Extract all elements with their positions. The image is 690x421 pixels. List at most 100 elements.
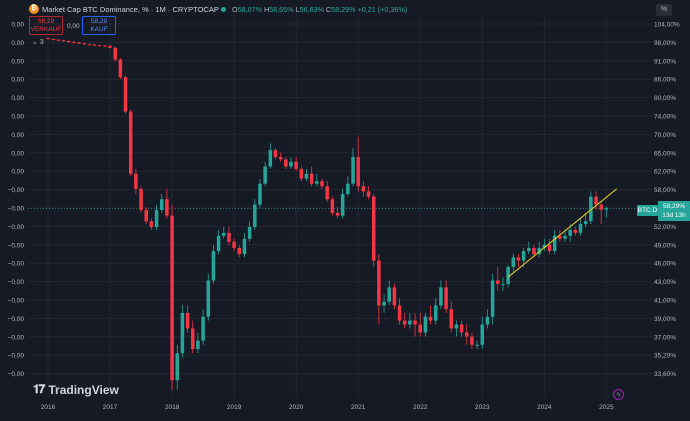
candle-body xyxy=(408,320,412,325)
tradingview-logo-icon: 𝟏𝟕 xyxy=(33,382,45,396)
candle-body xyxy=(589,196,593,222)
candle-body xyxy=(433,305,438,321)
percent-scale-button[interactable]: % xyxy=(656,4,672,16)
symbol-price-tag: BTC.D xyxy=(637,205,658,216)
spread-value: 0,00 xyxy=(67,23,80,30)
ohlc-change: +0,21 (+0,36%) xyxy=(357,5,408,14)
right-axis-tick-label: 58,00% xyxy=(654,187,676,194)
candle-body xyxy=(387,287,391,302)
left-axis-tick-label: −0,00 xyxy=(8,371,25,378)
candle-body xyxy=(340,193,345,216)
candle-body xyxy=(211,251,216,281)
sell-button[interactable]: 58,29 VERKAUF xyxy=(29,16,63,35)
left-axis-tick-label: −0,00 xyxy=(8,206,25,213)
candle-body xyxy=(139,188,143,211)
candle-body xyxy=(227,232,231,242)
candle-body xyxy=(578,224,583,233)
indicators-collapse-button[interactable]: ⌄ 3 xyxy=(32,39,44,46)
candle-body xyxy=(335,212,340,216)
candle-body xyxy=(134,173,138,189)
x-axis-tick-label: 2023 xyxy=(475,404,490,411)
last-price-value: 58,29% xyxy=(662,203,686,210)
x-axis-tick-label: 2024 xyxy=(537,404,552,411)
last-price-label: 58,29% 13d 13h xyxy=(658,201,690,221)
candle-body xyxy=(325,186,329,200)
candle-body xyxy=(532,247,536,255)
right-axis-tick-label: 74,00% xyxy=(654,114,676,121)
candle-body xyxy=(46,38,50,40)
right-axis-tick-label: 33,60% xyxy=(654,371,676,378)
left-axis-tick-label: −0,00 xyxy=(8,261,25,268)
candle-body xyxy=(382,301,386,306)
candle-body xyxy=(258,183,262,205)
candle-body xyxy=(149,221,154,227)
left-axis-tick-label: −0,00 xyxy=(8,279,25,286)
candle-body xyxy=(490,280,495,317)
candle-body xyxy=(594,196,598,205)
candle-body xyxy=(537,247,541,255)
x-axis-tick-label: 2019 xyxy=(227,404,242,411)
candle-body xyxy=(604,208,609,210)
left-axis-tick-label: −0,00 xyxy=(8,316,25,323)
candle-body xyxy=(558,235,562,239)
right-axis-tick-label: 39,00% xyxy=(654,316,676,323)
ohlc-low: 56,63% xyxy=(299,5,324,14)
candle-body xyxy=(449,309,454,329)
left-axis-tick-label: 0,00 xyxy=(11,58,24,65)
left-axis-tick-label: −0,00 xyxy=(8,187,25,194)
candle-body xyxy=(185,312,190,329)
buy-button[interactable]: 58,29 KAUF xyxy=(82,16,116,35)
candle-body xyxy=(542,244,547,248)
tradingview-logo[interactable]: 𝟏𝟕 TradingView xyxy=(33,382,119,397)
candle-body xyxy=(92,44,97,46)
ohlc-high: 58,65% xyxy=(269,5,294,14)
candle-body xyxy=(465,332,469,337)
right-axis-tick-label: 49,00% xyxy=(654,242,676,249)
candle-body xyxy=(496,280,500,284)
candle-body xyxy=(263,166,267,184)
candle-body xyxy=(247,226,252,239)
bar-countdown: 13d 13h xyxy=(662,212,686,219)
candle-body xyxy=(485,316,490,325)
candle-body xyxy=(392,287,397,306)
candle-body xyxy=(216,235,221,252)
candle-body xyxy=(103,45,107,47)
candle-body xyxy=(72,41,76,43)
candle-body xyxy=(232,241,236,248)
buy-label: KAUF xyxy=(90,26,108,33)
left-axis-tick-label: 0,00 xyxy=(11,95,24,102)
candle-body xyxy=(444,287,448,310)
x-axis-tick-label: 2018 xyxy=(165,404,180,411)
event-lightning-icon[interactable]: ϟ xyxy=(613,389,624,400)
candle-body xyxy=(299,168,304,179)
candle-body xyxy=(573,229,578,233)
candle-body xyxy=(289,161,293,167)
ohlc-key: L xyxy=(295,5,300,14)
right-axis-tick-label: 91,00% xyxy=(654,58,676,65)
candle-body xyxy=(304,173,309,179)
candle-body xyxy=(459,324,464,333)
left-axis-tick-label: 0,00 xyxy=(11,114,24,121)
candle-body xyxy=(521,251,526,261)
candle-body xyxy=(418,324,422,333)
right-axis-tick-label: 41,00% xyxy=(654,298,676,305)
left-axis-tick-label: 0,00 xyxy=(11,77,24,84)
right-axis-tick-label: 43,00% xyxy=(654,279,676,286)
candle-body xyxy=(428,316,433,321)
candle-body xyxy=(61,40,66,42)
candle-body xyxy=(191,328,195,350)
candle-body xyxy=(242,238,247,255)
chart-title: Market Cap BTC Dominance, % · 1M · CRYPT… xyxy=(42,5,219,14)
trendline xyxy=(507,188,618,278)
candle-body xyxy=(402,320,407,325)
candle-body xyxy=(154,210,159,227)
ohlc-readout: O58,07% H58,65% L56,63% C58,29% +0,21 (+… xyxy=(232,5,407,14)
sell-price: 58,29 xyxy=(37,18,55,25)
candle-body xyxy=(506,267,510,284)
candle-body xyxy=(97,45,102,47)
x-axis-tick-label: 2022 xyxy=(413,404,428,411)
left-axis-tick-label: 0,00 xyxy=(11,132,24,139)
candle-body xyxy=(144,210,148,222)
